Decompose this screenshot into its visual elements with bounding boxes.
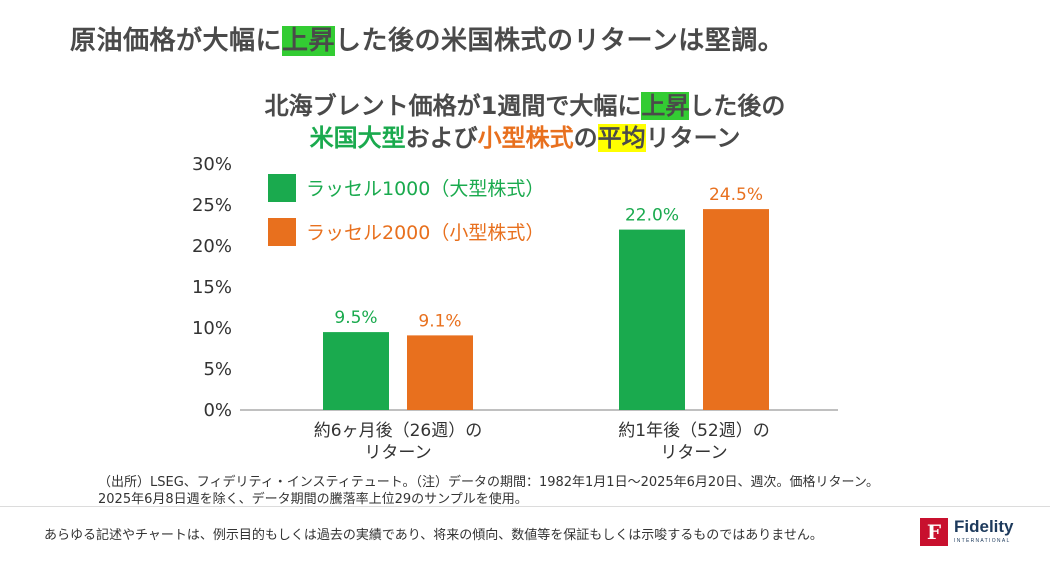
bar bbox=[407, 335, 473, 410]
legend-label: ラッセル1000（大型株式） bbox=[306, 178, 544, 200]
x-tick-label: リターン bbox=[660, 443, 727, 463]
footer-divider bbox=[0, 506, 1050, 507]
headline-text-after: した後の米国株式のリターンは堅調。 bbox=[335, 26, 785, 56]
chart-title-return: リターン bbox=[645, 124, 741, 152]
data-label: 9.1% bbox=[418, 311, 461, 331]
chart-title-and: および bbox=[405, 124, 478, 152]
y-tick-label: 25% bbox=[192, 195, 232, 216]
chart-title-line1-after: した後の bbox=[689, 92, 786, 120]
legend-swatch bbox=[268, 218, 296, 246]
chart-title-line1-highlight: 上昇 bbox=[641, 92, 690, 120]
y-tick-label: 10% bbox=[192, 318, 232, 339]
y-tick-label: 30% bbox=[192, 154, 232, 175]
y-tick-label: 15% bbox=[192, 277, 232, 298]
chart-title-average: 平均 bbox=[597, 124, 646, 152]
headline-text-before: 原油価格が大幅に bbox=[70, 26, 283, 56]
data-label: 22.0% bbox=[625, 206, 679, 226]
chart-title-line1: 北海ブレント価格が1週間で大幅に上昇した後の bbox=[0, 86, 1050, 121]
x-tick-label: リターン bbox=[364, 443, 431, 463]
chart-title-large-cap: 米国大型 bbox=[309, 124, 406, 152]
x-tick-label: 約6ヶ月後（26週）の bbox=[314, 421, 482, 441]
legend-swatch bbox=[268, 174, 296, 202]
bar bbox=[323, 332, 389, 410]
y-tick-label: 20% bbox=[192, 236, 232, 257]
fidelity-logo: F Fidelity INTERNATIONAL bbox=[920, 516, 1020, 550]
source-note-line2: 2025年6月8日週を除く、データ期間の騰落率上位29のサンプルを使用。 bbox=[98, 492, 528, 507]
bar-chart: 0% 5% 10% 15% 20% 25% 30% 9.5% 22.0% 9.1% 24.5% 約6ヶ… bbox=[192, 154, 838, 463]
chart-title-line1-before: 北海ブレント価格が1週間で大幅に bbox=[264, 92, 642, 120]
x-tick-label: 約1年後（52週）の bbox=[618, 421, 769, 441]
bar bbox=[703, 209, 769, 410]
legend-label: ラッセル2000（小型株式） bbox=[306, 222, 544, 244]
y-tick-label: 5% bbox=[203, 359, 232, 380]
fidelity-logo-sub: INTERNATIONAL bbox=[954, 538, 1011, 544]
chart-title-small-cap: 小型株式 bbox=[477, 124, 574, 152]
headline: 原油価格が大幅に上昇した後の米国株式のリターンは堅調。 bbox=[70, 20, 784, 57]
fidelity-logo-word: Fidelity bbox=[954, 517, 1014, 536]
y-tick-label: 0% bbox=[203, 400, 232, 421]
fidelity-logo-mark: F bbox=[920, 518, 948, 546]
headline-highlight: 上昇 bbox=[282, 26, 336, 56]
chart-title-line2: 米国大型および小型株式の平均リターン bbox=[0, 118, 1050, 153]
disclaimer: あらゆる記述やチャートは、例示目的もしくは過去の実績であり、将来の傾向、数値等を… bbox=[44, 528, 823, 543]
data-label: 9.5% bbox=[334, 308, 377, 328]
chart-title-of: の bbox=[573, 124, 598, 152]
source-note-line1: （出所）LSEG、フィデリティ・インスティテュート。（注）データの期間：1982… bbox=[98, 475, 880, 490]
data-label: 24.5% bbox=[709, 185, 763, 205]
bar bbox=[619, 229, 685, 410]
